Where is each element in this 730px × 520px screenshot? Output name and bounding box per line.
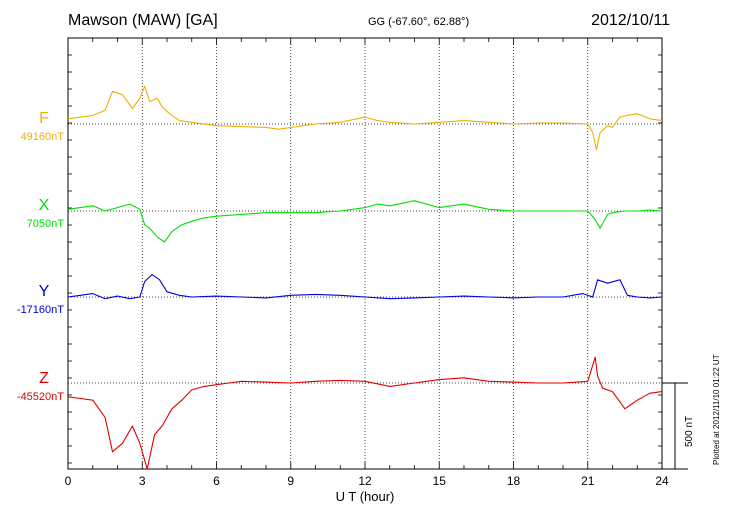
baseline-value-f: 49160nT <box>21 131 65 143</box>
x-axis-ticks: 0 3 6 9 12 15 18 21 24 <box>65 38 669 488</box>
x-axis-title: U T (hour) <box>336 489 395 504</box>
series-f-line <box>67 85 663 151</box>
baseline-value-x: 7050nT <box>27 218 65 230</box>
component-labels: F 49160nT X 7050nT Y -17160nT Z -45520nT <box>17 110 64 403</box>
hour-gridlines <box>141 38 589 469</box>
x-tick-label: 12 <box>358 474 372 488</box>
x-tick-label: 0 <box>65 474 72 488</box>
component-label-x: X <box>39 197 50 214</box>
series-z-line <box>67 356 663 470</box>
plotted-timestamp: Plotted at 2012/11/10 01:22 UT <box>712 354 721 465</box>
x-tick-label: 9 <box>287 474 294 488</box>
series-lines <box>67 85 663 470</box>
x-tick-label: 3 <box>139 474 146 488</box>
series-y-line <box>67 274 663 300</box>
station-coordinates: GG (-67.60°, 62.88°) <box>368 16 470 28</box>
series-x-line <box>67 200 663 243</box>
x-tick-label: 6 <box>213 474 220 488</box>
station-title: Mawson (MAW) [GA] <box>68 12 218 29</box>
baseline-value-z: -45520nT <box>17 391 64 403</box>
baseline-value-y: -17160nT <box>17 304 64 316</box>
x-tick-label: 21 <box>581 474 595 488</box>
plot-date: 2012/10/11 <box>591 12 670 29</box>
component-label-f: F <box>39 110 49 127</box>
x-tick-label: 24 <box>655 474 669 488</box>
x-tick-label: 15 <box>433 474 447 488</box>
component-label-y: Y <box>39 283 50 300</box>
scale-bar-label: 500 nT <box>684 415 695 447</box>
scale-bar <box>662 382 688 470</box>
x-tick-label: 18 <box>507 474 521 488</box>
component-label-z: Z <box>39 370 49 387</box>
